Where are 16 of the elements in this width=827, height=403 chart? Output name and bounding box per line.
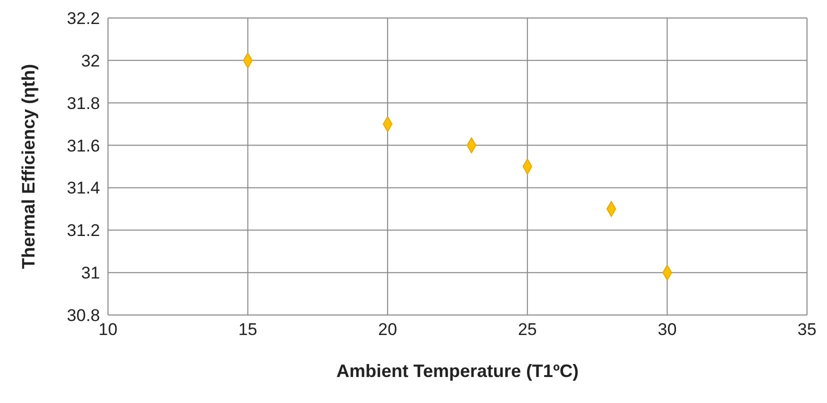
x-tick-label: 30 [658, 320, 677, 340]
y-tick-label: 31 [81, 264, 100, 283]
x-tick-label: 15 [238, 320, 258, 340]
y-tick-label: 30.8 [66, 306, 100, 326]
x-tick-label: 35 [798, 320, 816, 340]
y-tick-label: 31.8 [66, 94, 100, 113]
x-axis-title: Ambient Temperature (T1ºC) [336, 361, 579, 381]
y-tick-label: 31.2 [66, 221, 100, 240]
x-tick-label: 10 [98, 320, 118, 340]
x-tick-label: 25 [518, 320, 537, 340]
x-tick-label: 20 [378, 320, 398, 340]
y-tick-label: 31.4 [66, 178, 100, 198]
y-tick-label: 32.2 [66, 9, 100, 28]
y-tick-label: 32 [81, 51, 100, 70]
y-axis-title: Thermal Efficiency (ηth) [18, 64, 38, 270]
y-tick-label: 31.6 [66, 136, 100, 156]
